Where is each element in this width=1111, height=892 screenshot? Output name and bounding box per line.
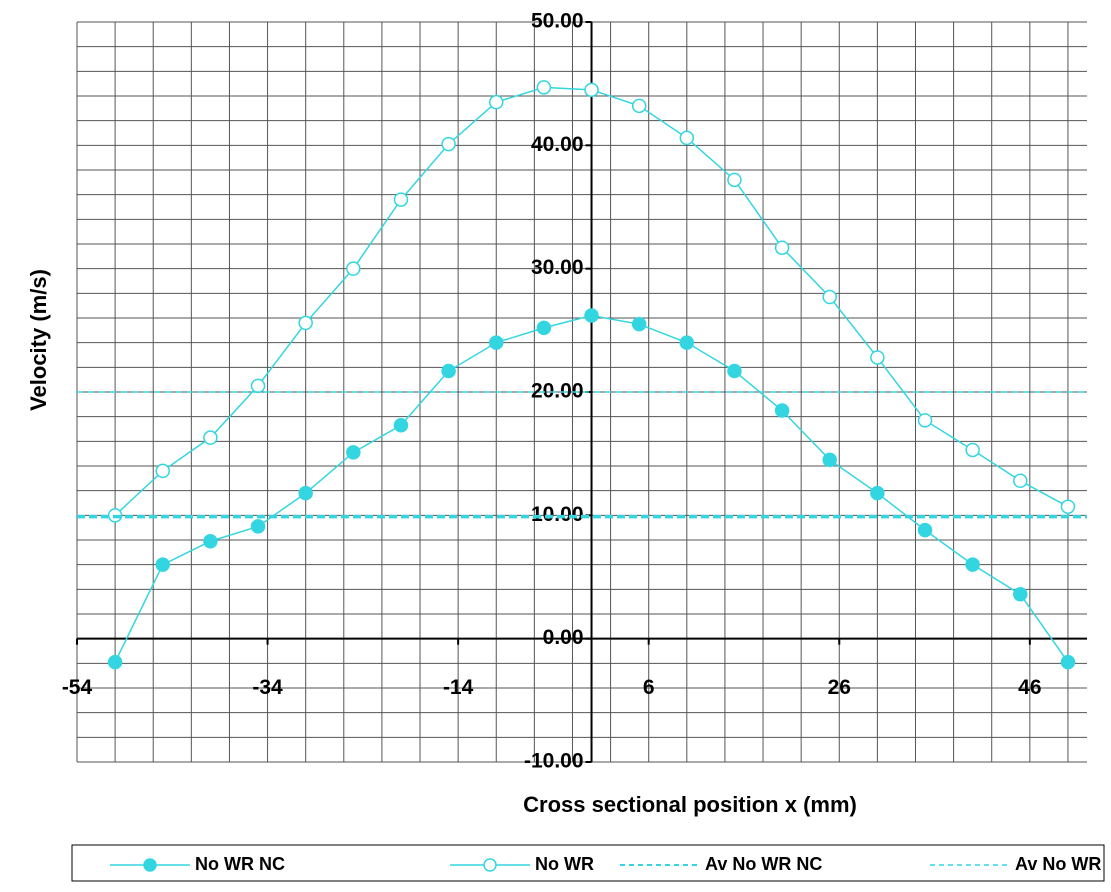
y-tick-label: 50.00 [531,10,584,33]
data-point [298,485,313,501]
legend-box [71,844,1105,882]
data-point [536,320,552,336]
data-point [250,378,266,394]
data-point [393,418,409,433]
data-point [107,654,123,670]
legend-marker [143,858,157,872]
data-point [155,463,171,479]
data-point [870,485,885,501]
y-tick-label: 20.00 [531,380,584,403]
legend-label: No WR [535,854,594,874]
data-point [584,308,599,323]
data-point [488,94,504,110]
x-axis-label: Cross sectional position x (mm) [523,792,857,817]
data-point [917,522,933,538]
data-point [631,316,647,332]
data-point [346,261,361,276]
data-point [1060,499,1076,514]
data-point [346,445,361,460]
data-point [584,82,599,98]
data-point [203,533,218,549]
data-point [1013,587,1028,602]
y-tick-label: -10.00 [524,750,584,773]
data-point [822,452,837,468]
legend-label: Av No WR NC [705,854,822,874]
data-point [822,289,837,305]
data-point [727,172,742,188]
data-point [774,403,790,418]
x-tick-label: -34 [252,676,283,699]
data-point [631,98,647,114]
x-tick-label: 6 [643,676,655,699]
data-point [250,519,266,534]
data-point [679,130,695,146]
data-point [870,350,885,365]
data-point [441,363,456,379]
data-point [203,430,218,445]
legend-marker [483,858,497,872]
data-point [536,80,552,95]
y-tick-label: 0.00 [543,626,584,649]
data-point [965,442,980,458]
data-point [727,363,742,379]
legend-label: No WR NC [195,854,285,874]
y-axis-label: Velocity (m/s) [26,269,51,411]
x-tick-label: 26 [828,676,851,699]
data-point [441,136,456,152]
x-tick-label: 46 [1018,676,1041,699]
data-point [393,192,409,207]
data-point [965,557,980,572]
data-point [488,335,504,350]
data-point [1013,473,1028,489]
data-point [298,315,313,331]
y-tick-label: 10.00 [531,503,584,526]
data-point [155,557,171,572]
data-point [679,335,695,350]
y-tick-label: 40.00 [531,133,584,156]
data-point [1060,654,1076,670]
data-point [917,413,933,428]
x-tick-label: -14 [443,676,474,699]
legend-label: Av No WR [1015,854,1101,874]
data-point [774,240,790,255]
y-tick-label: 30.00 [531,256,584,279]
x-tick-label: -54 [62,676,93,699]
